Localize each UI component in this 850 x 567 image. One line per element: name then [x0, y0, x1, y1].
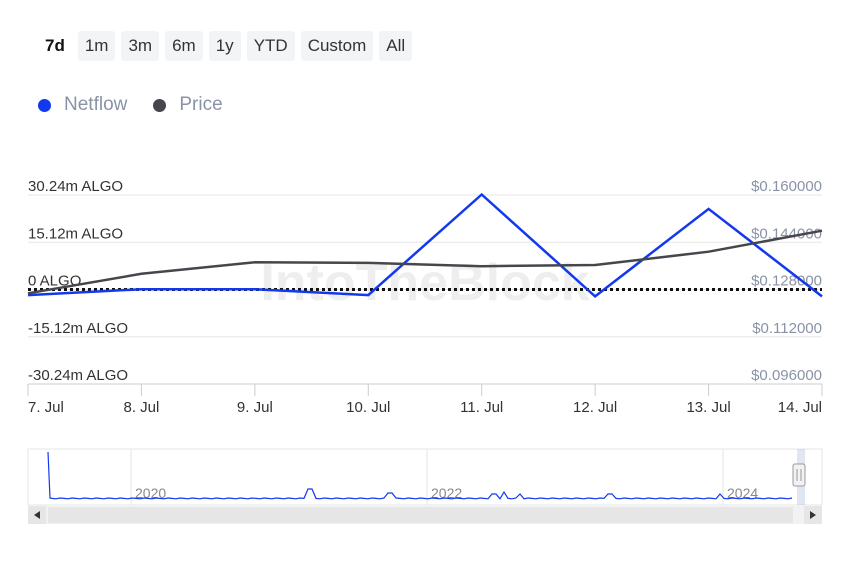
netflow-dot-icon — [38, 98, 51, 112]
x-tick-label: 11. Jul — [460, 399, 503, 416]
range-selector: 7d 1m 3m 6m 1y YTD Custom All — [38, 31, 413, 61]
scrollbar-thumb[interactable] — [48, 507, 793, 523]
x-tick-label: 7. Jul — [28, 399, 64, 416]
x-tick-label: 14. Jul — [778, 399, 822, 416]
left-tick-label: -15.12m ALGO — [28, 320, 128, 337]
triangle-right-icon — [810, 511, 816, 519]
navigator-year-label: 2020 — [135, 485, 166, 501]
x-tick-label: 8. Jul — [123, 399, 159, 416]
x-tick-label: 13. Jul — [686, 399, 730, 416]
navigator-series-line — [47, 451, 793, 500]
series-layer — [27, 192, 823, 299]
triangle-left-icon — [34, 511, 40, 519]
series-line-netflow — [27, 192, 823, 299]
series-line-price — [27, 229, 823, 295]
x-axis: 7. Jul 8. Jul 9. Jul 10. Jul 11. Jul 12. Jul 1… — [27, 383, 823, 416]
range-button-1m[interactable]: 1m — [77, 31, 116, 61]
left-tick-label: 30.24m ALGO — [28, 178, 123, 195]
left-tick-label: 0 ALGO — [28, 273, 81, 290]
x-tick-label: 12. Jul — [573, 399, 617, 416]
legend-label-netflow: Netflow — [64, 94, 128, 115]
navigator-frame — [27, 448, 823, 506]
right-tick-label: $0.112000 — [752, 320, 822, 337]
right-tick-label: $0.096000 — [751, 367, 822, 384]
right-axis: $0.160000 $0.144000 $0.128000 $0.112000 $0.0… — [751, 178, 822, 384]
legend-item-netflow[interactable]: Netflow — [38, 94, 127, 116]
left-axis: 30.24m ALGO 15.12m ALGO 0 ALGO -15.12m ALGO… — [28, 178, 128, 384]
right-tick-label: $0.160000 — [751, 178, 822, 195]
legend: Netflow Price — [38, 94, 223, 116]
x-tick-label: 9. Jul — [237, 399, 273, 416]
right-tick-label: $0.128000 — [751, 273, 822, 290]
range-button-1y[interactable]: 1y — [208, 31, 241, 61]
navigator-year-label: 2024 — [727, 485, 758, 501]
range-button-custom[interactable]: Custom — [300, 31, 374, 61]
range-button-all[interactable]: All — [379, 31, 413, 61]
left-tick-label: -30.24m ALGO — [28, 367, 128, 384]
range-button-7d[interactable]: 7d — [38, 31, 72, 61]
range-button-3m[interactable]: 3m — [121, 31, 160, 61]
right-tick-label: $0.144000 — [751, 225, 822, 242]
navigator-handle-grip-icon[interactable] — [792, 463, 806, 487]
price-dot-icon — [153, 98, 167, 112]
navigator-year-label: 2022 — [431, 485, 462, 501]
range-button-ytd[interactable]: YTD — [246, 31, 295, 61]
left-tick-label: 15.12m ALGO — [28, 225, 123, 242]
range-button-6m[interactable]: 6m — [165, 31, 203, 61]
navigator[interactable]: 2020 2022 2024 — [27, 448, 823, 524]
x-tick-label: 10. Jul — [346, 399, 390, 416]
legend-label-price: Price — [179, 94, 223, 115]
legend-item-price[interactable]: Price — [153, 94, 223, 116]
